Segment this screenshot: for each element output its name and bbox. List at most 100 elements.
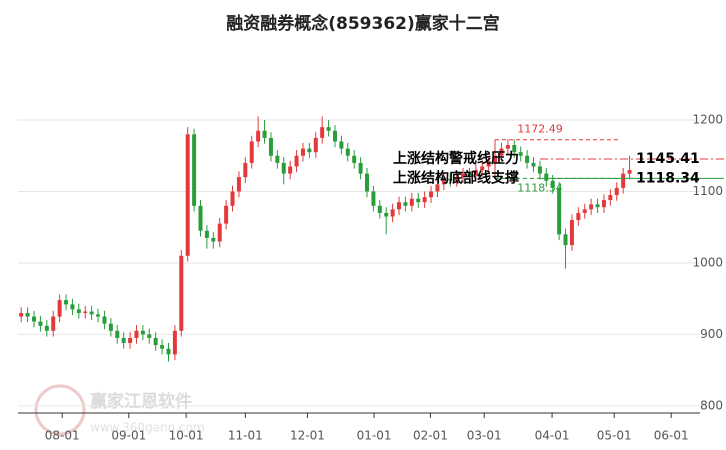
candle-body bbox=[563, 234, 568, 246]
candle-body bbox=[83, 311, 88, 313]
watermark-url: www.360gann.com bbox=[90, 421, 205, 435]
watermark-logo bbox=[34, 384, 86, 436]
candle-body bbox=[288, 166, 293, 174]
candle-body bbox=[134, 330, 139, 338]
candle-body bbox=[409, 198, 414, 206]
candle-body bbox=[461, 173, 466, 178]
candle-body bbox=[582, 209, 587, 213]
candle-body bbox=[569, 220, 574, 246]
candle-body bbox=[96, 314, 101, 317]
candle-body bbox=[550, 180, 555, 188]
candle-body bbox=[179, 255, 184, 331]
candle-body bbox=[243, 162, 248, 178]
candle-body bbox=[358, 162, 363, 174]
candle-body bbox=[160, 345, 165, 349]
candle-body bbox=[268, 137, 273, 156]
candle-body bbox=[473, 170, 478, 176]
candle-body bbox=[262, 130, 267, 138]
candle-body bbox=[326, 127, 331, 131]
candle-body bbox=[185, 134, 190, 256]
x-tick-label: 04-01 bbox=[535, 429, 570, 443]
candle-body bbox=[115, 330, 120, 338]
candle-body bbox=[147, 334, 152, 338]
level-value: 1118.34 bbox=[636, 170, 700, 186]
x-tick-label: 02-01 bbox=[413, 429, 448, 443]
candle-body bbox=[339, 141, 344, 149]
candle-body bbox=[486, 162, 491, 167]
level-value: 1145.41 bbox=[636, 151, 700, 167]
candle-body bbox=[448, 178, 453, 181]
candle-body bbox=[102, 316, 107, 324]
candle-body bbox=[518, 152, 523, 156]
candle-body bbox=[211, 237, 216, 242]
candle-body bbox=[345, 148, 350, 156]
candle-body bbox=[467, 173, 472, 176]
level-label: 上涨结构底部线支撑 bbox=[393, 169, 519, 186]
candle-body bbox=[64, 300, 69, 305]
level-label: 上涨结构警戒线压力 bbox=[393, 150, 519, 167]
candle-body bbox=[236, 177, 241, 192]
candle-body bbox=[601, 200, 606, 208]
candle-body bbox=[589, 204, 594, 210]
candle-body bbox=[512, 145, 517, 153]
x-tick-label: 09-01 bbox=[111, 429, 146, 443]
candle-body bbox=[25, 312, 30, 317]
marker-label: 1172.49 bbox=[517, 123, 563, 136]
candle-body bbox=[403, 202, 408, 206]
candle-body bbox=[256, 130, 261, 142]
y-tick-label: 800 bbox=[700, 398, 723, 412]
candle-body bbox=[621, 173, 626, 188]
x-tick-label: 01-01 bbox=[357, 429, 392, 443]
candle-body bbox=[371, 191, 376, 206]
candle-body bbox=[128, 337, 133, 343]
candle-body bbox=[480, 166, 485, 171]
candle-body bbox=[352, 155, 357, 163]
candle-body bbox=[416, 198, 421, 203]
candle-body bbox=[51, 316, 56, 331]
y-tick-label: 1100 bbox=[692, 184, 723, 198]
candle-body bbox=[544, 173, 549, 181]
candle-body bbox=[19, 312, 24, 317]
candle-body bbox=[121, 337, 126, 343]
candle-body bbox=[44, 325, 49, 331]
candle-body bbox=[192, 134, 197, 206]
candle-body bbox=[294, 155, 299, 167]
candle-body bbox=[32, 316, 37, 322]
candle-body bbox=[595, 204, 600, 208]
candle-body bbox=[557, 187, 562, 235]
x-tick-label: 03-01 bbox=[467, 429, 502, 443]
candle-body bbox=[307, 148, 312, 153]
candle-body bbox=[300, 148, 305, 156]
candle-body bbox=[608, 195, 613, 201]
candle-body bbox=[435, 184, 440, 192]
candle-body bbox=[275, 155, 280, 163]
x-tick-label: 12-01 bbox=[290, 429, 325, 443]
x-tick-label: 08-01 bbox=[45, 429, 80, 443]
candle-body bbox=[198, 205, 203, 231]
candle-body bbox=[70, 304, 75, 310]
y-tick-label: 1200 bbox=[692, 113, 723, 127]
x-tick-label: 11-01 bbox=[228, 429, 263, 443]
watermark: 赢家江恩软件 www.360gann.com bbox=[34, 384, 205, 436]
y-tick-label: 900 bbox=[700, 327, 723, 341]
candle-body bbox=[429, 191, 434, 198]
candle-body bbox=[204, 230, 209, 238]
candle-body bbox=[422, 197, 427, 203]
candle-body bbox=[76, 309, 81, 313]
candle-body bbox=[377, 205, 382, 213]
x-tick-label: 05-01 bbox=[597, 429, 632, 443]
watermark-name: 赢家江恩软件 bbox=[90, 391, 192, 412]
candle-body bbox=[153, 337, 158, 346]
candle-body bbox=[576, 212, 581, 221]
candle-body bbox=[230, 191, 235, 206]
candle-body bbox=[441, 178, 446, 185]
candle-body bbox=[140, 330, 145, 335]
chart-title: 融资融券概念(859362)赢家十二宫 bbox=[226, 13, 500, 34]
candle-body bbox=[320, 127, 325, 138]
candle-body bbox=[281, 162, 286, 174]
candle-body bbox=[627, 170, 632, 174]
candle-body bbox=[390, 209, 395, 217]
candle-body bbox=[525, 155, 530, 163]
candle-body bbox=[217, 223, 222, 242]
candle-body bbox=[531, 162, 536, 167]
